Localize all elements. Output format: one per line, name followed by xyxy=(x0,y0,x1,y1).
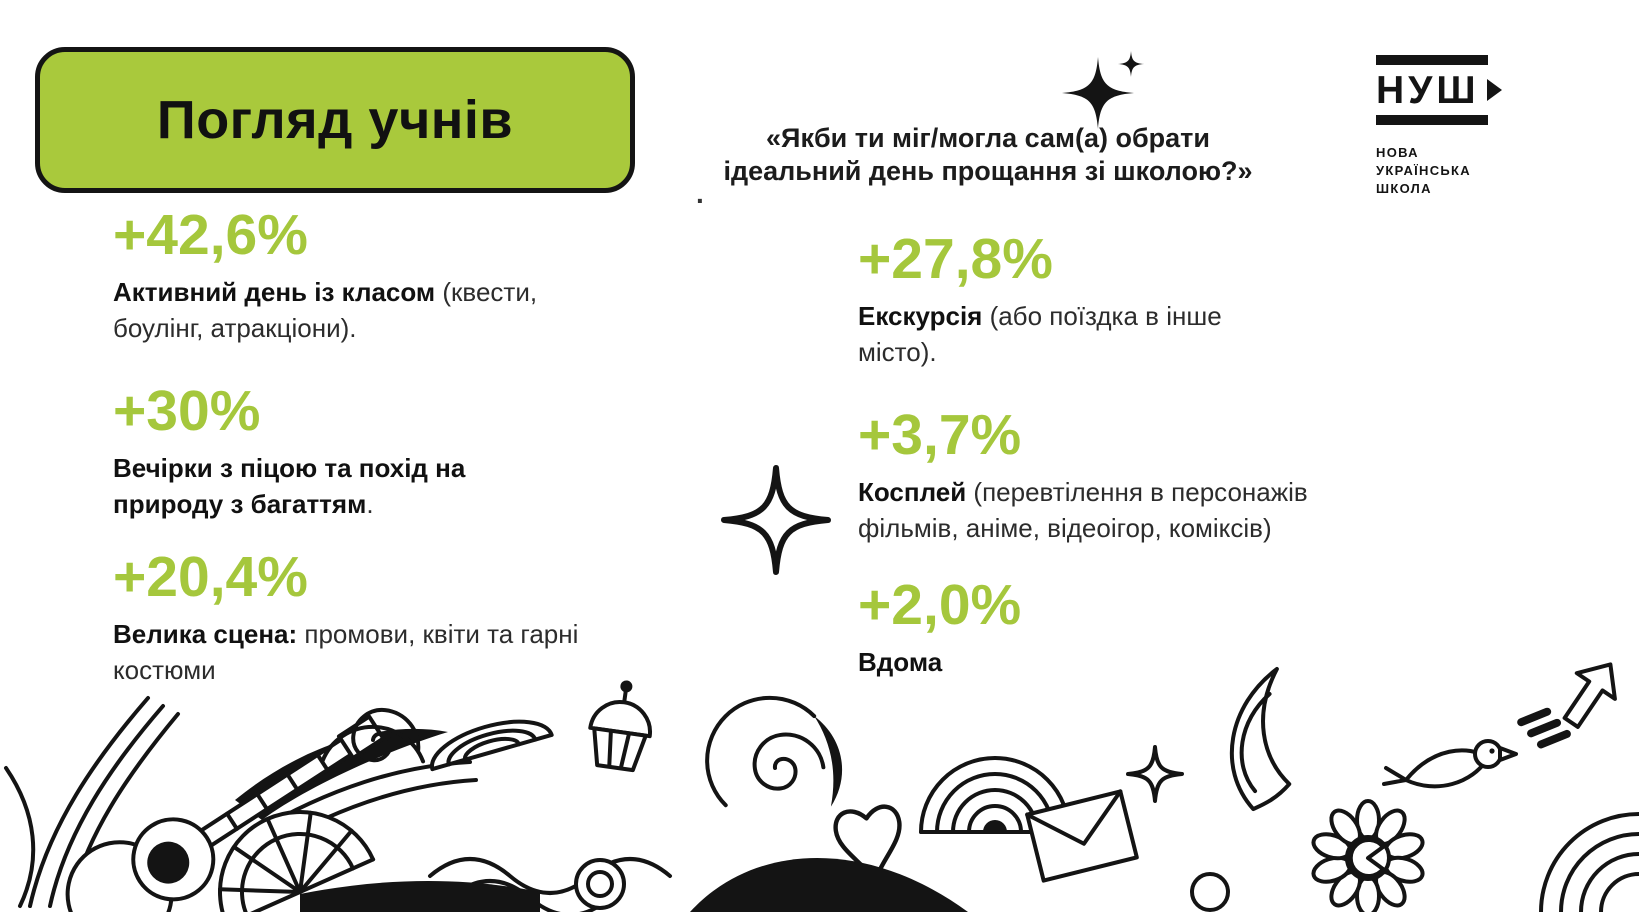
survey-question: «Якби ти міг/могла сам(а) обрати ідеальн… xyxy=(688,122,1288,189)
flower-doodle xyxy=(1311,799,1425,912)
bird-doodle xyxy=(1382,739,1518,789)
stat-pizza-party: +30% Вечірки з піцою та похід на природу… xyxy=(113,379,543,523)
page-title: Погляд учнів xyxy=(156,90,514,150)
stat-label: Екскурсія (або поїздка в інше місто). xyxy=(858,300,1222,367)
stat-big-stage: +20,4% Велика сцена: промови, квіти та г… xyxy=(113,545,583,689)
stat-value: +20,4% xyxy=(113,545,308,609)
feather-slashes-doodle xyxy=(1517,707,1571,749)
fan-wheel-doodle xyxy=(217,810,376,912)
paisley-doodle xyxy=(1229,666,1292,812)
nush-logo: НУШ НОВА УКРАЇНСЬКА ШКОЛА xyxy=(1376,55,1506,199)
logo-bottom-bar xyxy=(1376,115,1488,125)
stat-label: Активний день із класом (квести, боулінг… xyxy=(113,276,538,343)
stat-label: Вдома xyxy=(858,646,943,677)
sparkle-icon xyxy=(1062,51,1144,129)
heart-doodle xyxy=(833,804,902,884)
stat-label: Вечірки з піцою та похід на природу з ба… xyxy=(113,452,466,519)
circles-doodle xyxy=(574,858,1230,912)
stat-value: +3,7% xyxy=(858,403,1022,467)
logo-acronym: НУШ xyxy=(1376,68,1480,112)
black-wave-doodle xyxy=(690,857,968,912)
outline-star-icon xyxy=(721,465,831,575)
stat-home: +2,0% Вдома xyxy=(858,573,1158,681)
doodle-art-band xyxy=(4,662,1639,912)
stat-cosplay: +3,7% Косплей (перевтілення в персонажів… xyxy=(858,403,1378,547)
corner-arcs-doodle xyxy=(1539,812,1639,912)
scroll-spiral-doodle xyxy=(320,707,426,764)
paper-doodle xyxy=(1025,789,1139,883)
cupcake-doodle xyxy=(588,680,652,773)
stat-label: Велика сцена: промови, квіти та гарні ко… xyxy=(113,618,579,685)
play-triangle-icon xyxy=(1486,79,1502,101)
stat-value: +42,6% xyxy=(113,203,308,267)
stray-period-dot: . xyxy=(696,178,704,209)
arrow-doodle xyxy=(1562,662,1617,729)
stat-value: +27,8% xyxy=(858,227,1053,291)
logo-caption: НОВА УКРАЇНСЬКА ШКОЛА xyxy=(1376,145,1471,197)
stat-value: +2,0% xyxy=(858,573,1022,637)
small-star-doodle xyxy=(1126,745,1184,803)
survey-question-line1: «Якби ти міг/могла сам(а) обрати xyxy=(766,123,1210,153)
logo-top-bar xyxy=(1376,55,1488,65)
survey-question-line2: ідеальний день прощання зі школою?» xyxy=(723,156,1253,187)
guitar-doodle xyxy=(65,714,386,912)
title-box: Погляд учнів xyxy=(35,47,635,193)
hat-arcs-doodle xyxy=(429,719,554,772)
wave-swirl-doodle xyxy=(705,695,843,808)
stat-active-day: +42,6% Активний день із класом (квести, … xyxy=(113,203,593,347)
stat-label: Косплей (перевтілення в персонажів фільм… xyxy=(858,476,1308,543)
black-strip-doodle xyxy=(300,880,540,912)
stat-excursion: +27,8% Екскурсія (або поїздка в інше міс… xyxy=(858,227,1278,371)
stat-value: +30% xyxy=(113,379,261,443)
logo-row: НУШ xyxy=(1376,65,1506,115)
